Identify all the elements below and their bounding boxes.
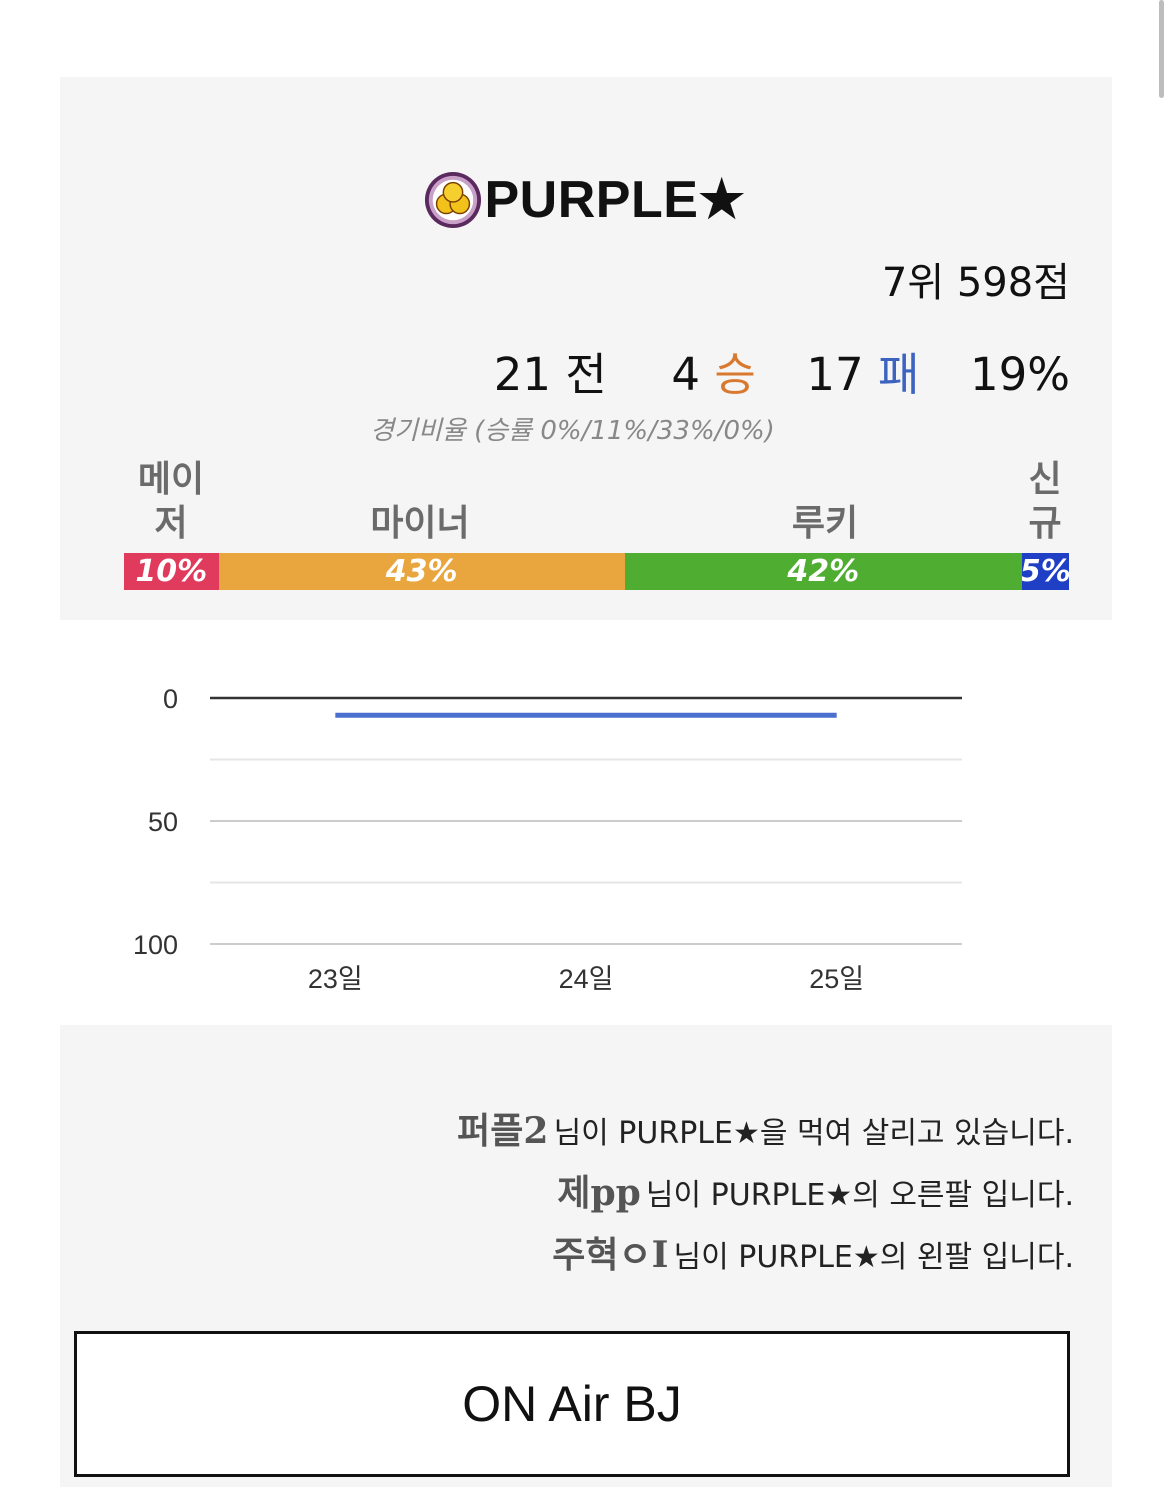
contributor-name: 제pp bbox=[557, 1172, 640, 1214]
losses-word: 패 bbox=[878, 348, 919, 401]
scrollbar[interactable] bbox=[1159, 0, 1164, 98]
message-text: 님이 PURPLE★의 오른팔 입니다. bbox=[646, 1178, 1074, 1213]
y-tick-label: 100 bbox=[133, 930, 178, 960]
message-row: 퍼플2 님이 PURPLE★을 먹여 살리고 있습니다. bbox=[457, 1100, 1074, 1162]
message-row: 제pp 님이 PURPLE★의 오른팔 입니다. bbox=[457, 1162, 1074, 1224]
x-tick-label: 23일 bbox=[308, 964, 363, 994]
contributor-name: 주혁ㅇI bbox=[552, 1234, 668, 1276]
team-header: PURPLE★ bbox=[0, 170, 1170, 230]
category-label-new: 신규 bbox=[1020, 458, 1070, 546]
rank-history-svg: 0 50 100 23일 24일 25일 bbox=[60, 620, 1112, 1025]
games-count: 21 bbox=[494, 348, 551, 401]
contributor-messages: 퍼플2 님이 PURPLE★을 먹여 살리고 있습니다. 제pp 님이 PURP… bbox=[457, 1100, 1074, 1286]
bar-segment-rookie: 42% bbox=[625, 553, 1022, 590]
bar-segment-new: 5% bbox=[1022, 553, 1069, 590]
x-tick-label: 24일 bbox=[559, 964, 614, 994]
win-loss-record: 21 전 4 승 17 패 19% bbox=[494, 338, 1070, 403]
losses-count: 17 bbox=[806, 348, 863, 401]
bar-segment-minor: 43% bbox=[219, 553, 625, 590]
contributor-name: 퍼플2 bbox=[457, 1110, 548, 1152]
message-row: 주혁ㅇI 님이 PURPLE★의 왼팔 입니다. bbox=[457, 1224, 1074, 1286]
ratio-caption: 경기비율 (승률 0%/11%/33%/0%) bbox=[0, 410, 1145, 447]
on-air-bj-button[interactable]: ON Air BJ bbox=[74, 1331, 1070, 1477]
message-text: 님이 PURPLE★의 왼팔 입니다. bbox=[674, 1240, 1075, 1275]
rank-score: 7위 598점 bbox=[882, 250, 1070, 308]
x-tick-label: 25일 bbox=[809, 964, 864, 994]
rank-history-chart: 0 50 100 23일 24일 25일 bbox=[60, 620, 1112, 1025]
wins-word: 승 bbox=[714, 348, 755, 401]
category-label-rookie: 루키 bbox=[740, 502, 910, 546]
category-label-minor: 마이너 bbox=[330, 502, 510, 546]
category-ratio-bar: 10% 43% 42% 5% bbox=[124, 553, 1069, 590]
win-rate: 19% bbox=[970, 348, 1070, 401]
y-tick-label: 50 bbox=[148, 807, 178, 837]
message-text: 님이 PURPLE★을 먹여 살리고 있습니다. bbox=[554, 1116, 1074, 1151]
team-name: PURPLE★ bbox=[484, 170, 745, 230]
category-label-major: 메이저 bbox=[128, 458, 214, 546]
wins-count: 4 bbox=[671, 348, 700, 401]
y-tick-label: 0 bbox=[163, 684, 178, 714]
bar-segment-major: 10% bbox=[124, 553, 219, 590]
games-word: 전 bbox=[565, 348, 606, 401]
team-logo-icon bbox=[424, 171, 482, 229]
